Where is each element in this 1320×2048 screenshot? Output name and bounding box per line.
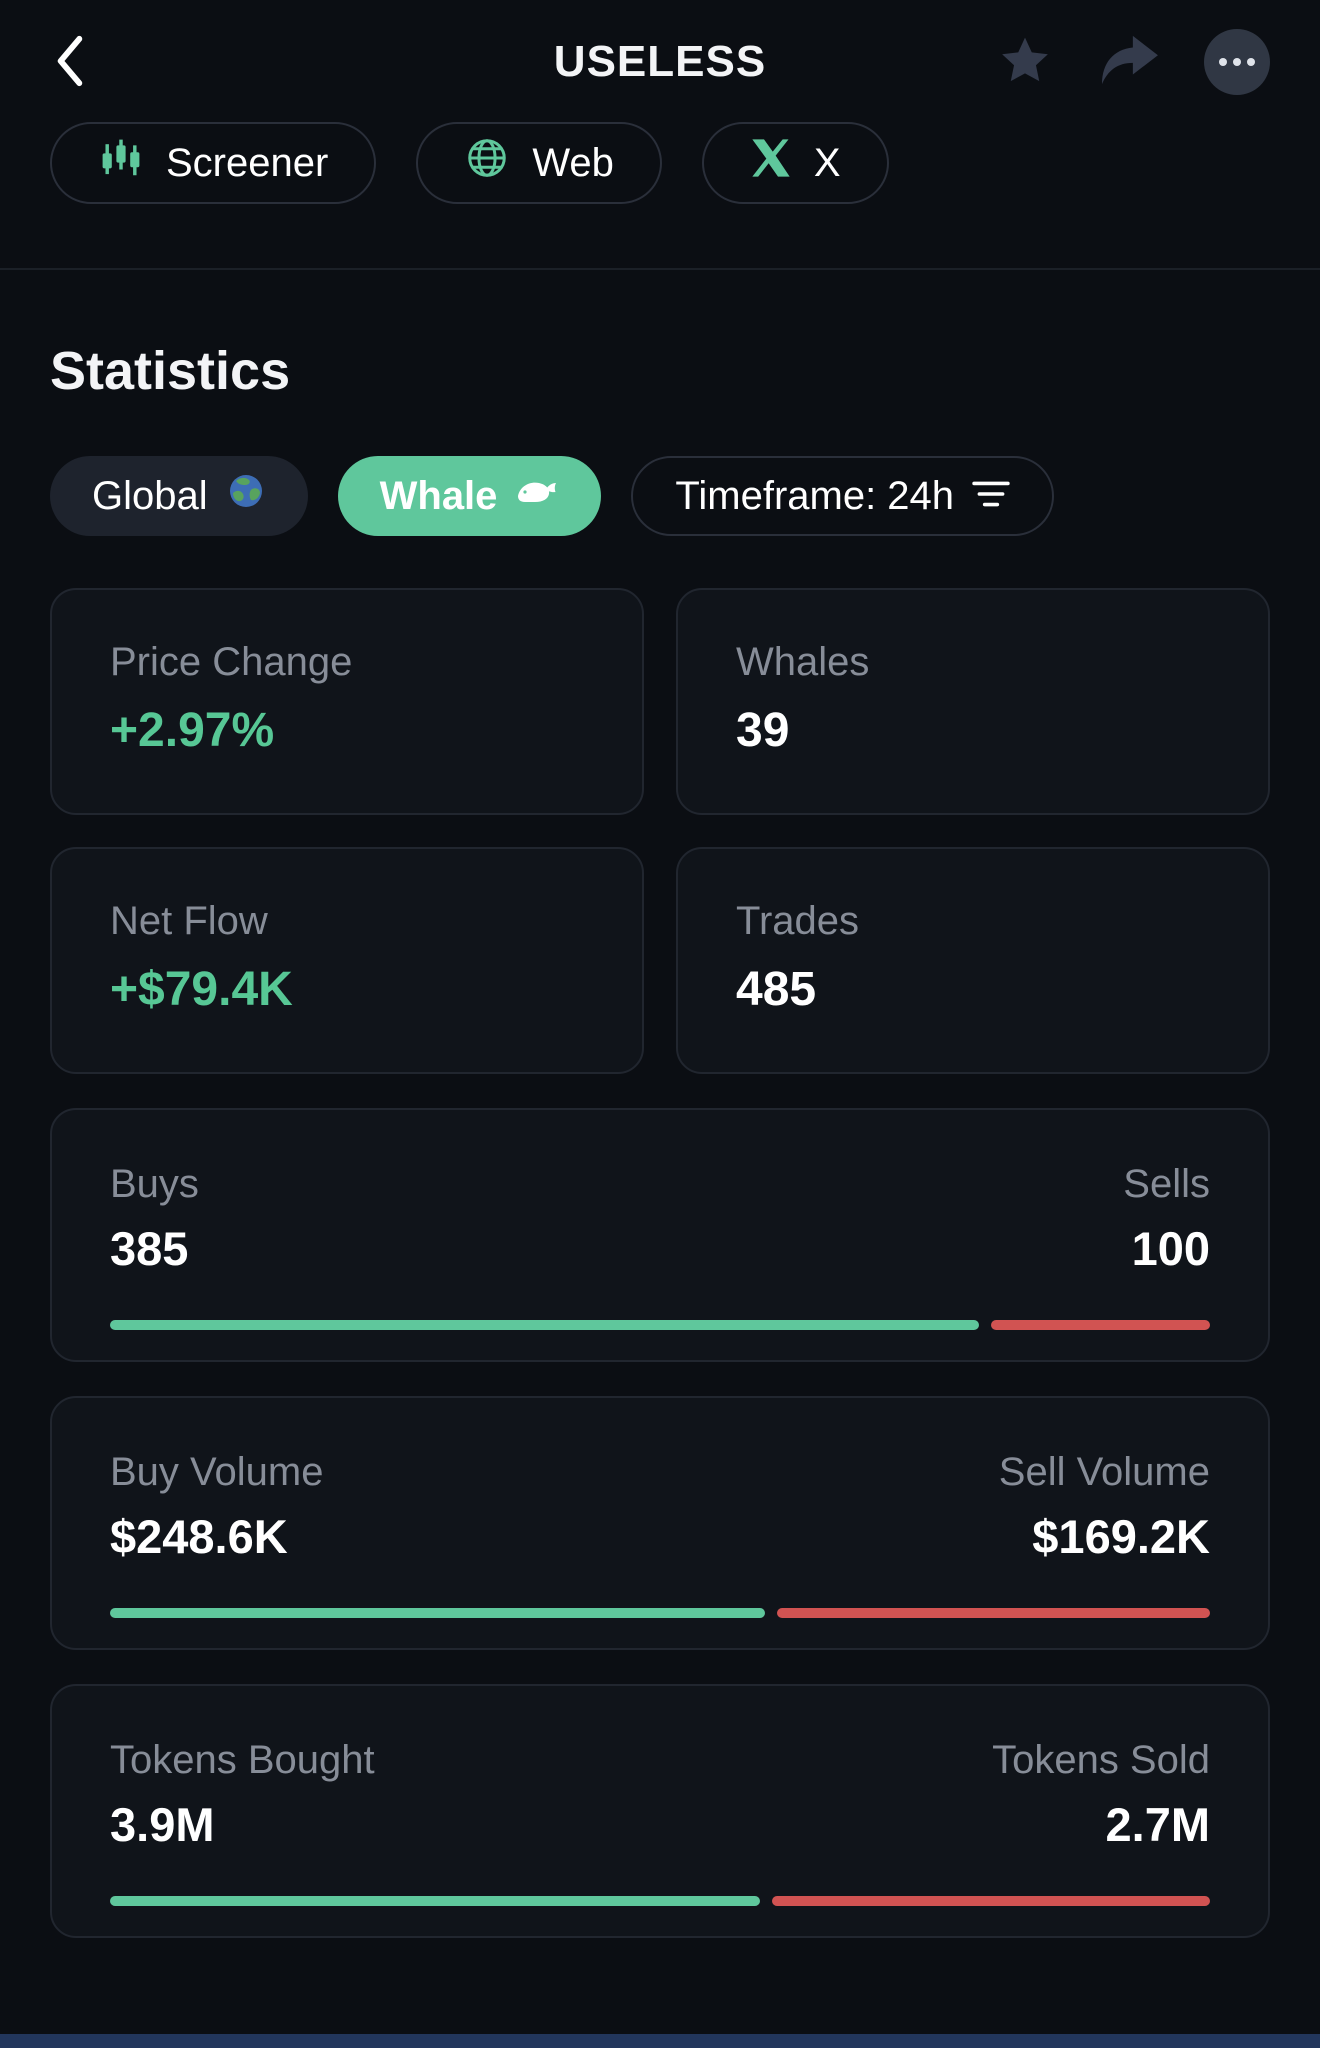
whales-card: Whales 39 <box>676 588 1270 815</box>
tokens-ratio-bar <box>110 1896 1210 1906</box>
tokens-sold-bar-segment <box>772 1896 1210 1906</box>
ellipsis-icon <box>1219 58 1227 66</box>
buys-label: Buys <box>110 1162 199 1206</box>
share-button[interactable] <box>1098 34 1160 91</box>
stat-label: Trades <box>736 899 860 943</box>
buys-value: 385 <box>110 1222 189 1275</box>
tokens-bought-value: 3.9M <box>110 1798 215 1851</box>
filter-row: Global Whale Timeframe: 24h <box>50 456 1270 536</box>
web-label: Web <box>532 140 614 185</box>
candlestick-chart-icon <box>98 135 144 191</box>
chevron-left-icon <box>50 33 90 92</box>
sell-volume-label: Sell Volume <box>998 1450 1210 1494</box>
x-button[interactable]: X <box>701 122 889 204</box>
global-filter-button[interactable]: Global <box>50 456 308 536</box>
web-button[interactable]: Web <box>416 122 662 204</box>
link-row: Screener Web X <box>50 122 1270 204</box>
x-label: X <box>813 140 841 185</box>
volume-ratio-bar <box>110 1608 1210 1618</box>
x-logo-icon <box>750 138 792 188</box>
sells-bar-segment <box>991 1320 1210 1330</box>
buy-volume-bar-segment <box>110 1608 765 1618</box>
sell-volume-bar-segment <box>776 1608 1210 1618</box>
net-flow-card: Net Flow +$79.4K <box>50 847 644 1074</box>
forward-arrow-icon <box>1098 34 1160 91</box>
tokens-card: Tokens Bought Tokens Sold 3.9M 2.7M <box>50 1684 1270 1938</box>
stat-value: 39 <box>736 704 790 757</box>
whale-filter-label: Whale <box>379 473 498 518</box>
tokens-bought-label: Tokens Bought <box>110 1738 375 1782</box>
screener-button[interactable]: Screener <box>50 122 377 204</box>
bottom-divider <box>0 2034 1320 2048</box>
token-stats-page: USELESS <box>0 16 1320 1938</box>
whale-emoji-icon <box>515 474 559 519</box>
sells-label: Sells <box>1123 1162 1210 1206</box>
more-button[interactable] <box>1204 29 1270 95</box>
section-divider <box>0 268 1320 270</box>
stat-value: 485 <box>736 963 817 1016</box>
whale-filter-button[interactable]: Whale <box>337 456 602 536</box>
price-change-card: Price Change +2.97% <box>50 588 644 815</box>
tokens-sold-label: Tokens Sold <box>992 1738 1210 1782</box>
stat-grid: Price Change +2.97% Whales 39 Net Flow +… <box>50 588 1270 1074</box>
tokens-sold-value: 2.7M <box>1105 1798 1211 1851</box>
buy-volume-value: $248.6K <box>110 1510 288 1563</box>
page-title: USELESS <box>553 37 767 86</box>
stat-value: +2.97% <box>110 704 275 757</box>
header: USELESS <box>50 16 1270 108</box>
back-button[interactable] <box>50 30 110 94</box>
timeframe-filter-label: Timeframe: 24h <box>675 473 955 518</box>
header-actions <box>996 29 1270 95</box>
buy-volume-label: Buy Volume <box>110 1450 324 1494</box>
timeframe-filter-button[interactable]: Timeframe: 24h <box>631 456 1055 536</box>
global-filter-label: Global <box>92 473 208 518</box>
volume-card: Buy Volume Sell Volume $248.6K $169.2K <box>50 1396 1270 1650</box>
globe-icon <box>464 135 510 191</box>
statistics-heading: Statistics <box>50 341 291 401</box>
buys-bar-segment <box>110 1320 979 1330</box>
stat-label: Whales <box>736 640 870 684</box>
buys-sells-ratio-bar <box>110 1320 1210 1330</box>
sells-value: 100 <box>1131 1222 1210 1275</box>
filter-lines-icon <box>972 474 1010 519</box>
stat-label: Net Flow <box>110 899 268 943</box>
sell-volume-value: $169.2K <box>1032 1510 1210 1563</box>
stat-label: Price Change <box>110 640 353 684</box>
buys-sells-card: Buys Sells 385 100 <box>50 1108 1270 1362</box>
tokens-bought-bar-segment <box>110 1896 761 1906</box>
stat-value: +$79.4K <box>110 963 293 1016</box>
earth-emoji-icon <box>226 471 266 521</box>
favorite-button[interactable] <box>996 33 1054 92</box>
screener-label: Screener <box>166 140 329 185</box>
star-icon <box>996 33 1054 92</box>
trades-card: Trades 485 <box>676 847 1270 1074</box>
